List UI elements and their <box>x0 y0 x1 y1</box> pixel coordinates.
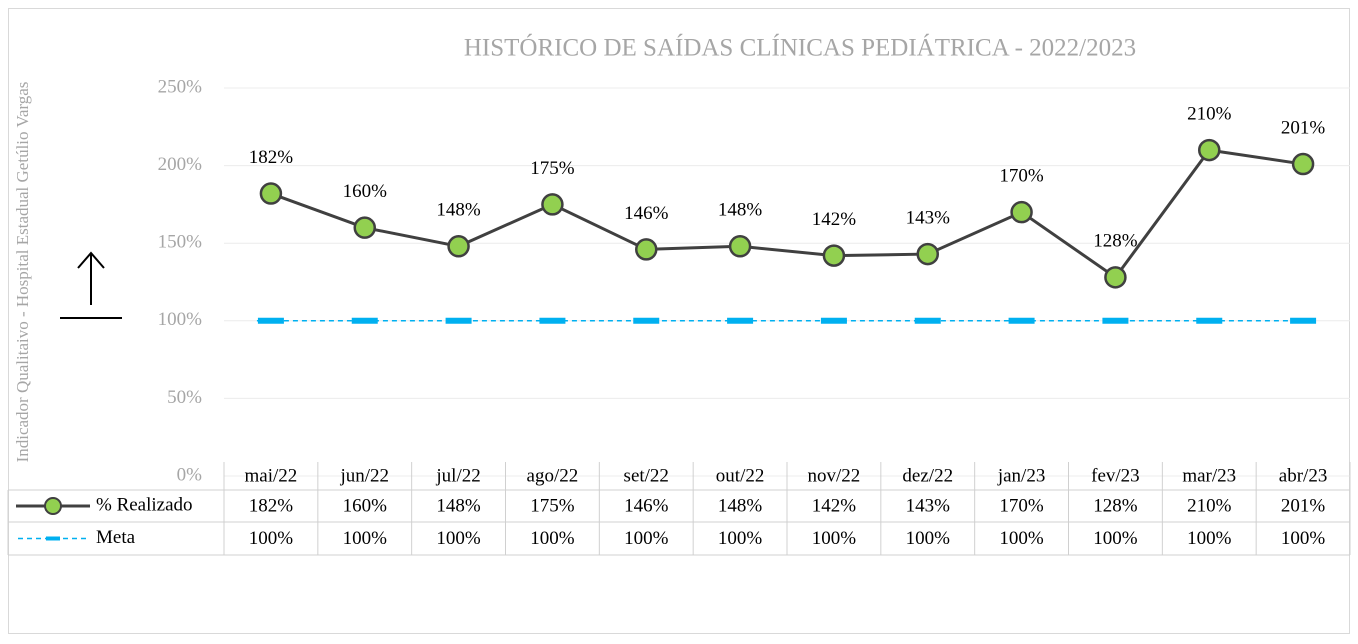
data-label: 170% <box>999 166 1044 187</box>
data-label: 148% <box>436 200 481 221</box>
table-value: 100% <box>1187 528 1232 549</box>
table-value: 146% <box>624 495 669 516</box>
x-tick-label: jun/22 <box>339 465 389 486</box>
data-point <box>353 216 376 239</box>
y-tick-label: 200% <box>158 154 203 175</box>
table-value: 175% <box>530 495 575 516</box>
data-label: 148% <box>718 200 763 221</box>
x-tick-label: set/22 <box>624 465 669 486</box>
table-value: 148% <box>436 495 481 516</box>
x-tick-label: nov/22 <box>808 465 861 486</box>
y-tick-label: 100% <box>158 309 203 330</box>
table-value: 210% <box>1187 495 1232 516</box>
legend-label: % Realizado <box>96 494 193 515</box>
y-tick-label: 50% <box>167 387 202 408</box>
table-value: 148% <box>718 495 763 516</box>
y-axis-label: Indicador Qualitaivo - Hospital Estadual… <box>13 82 32 463</box>
table-value: 100% <box>530 528 575 549</box>
data-point <box>447 235 470 258</box>
data-label: 175% <box>530 158 575 179</box>
x-tick-label: jan/23 <box>997 465 1046 486</box>
legend-marker <box>44 497 62 515</box>
table-value: 201% <box>1281 495 1326 516</box>
y-tick-label: 150% <box>158 232 203 253</box>
data-point <box>259 182 283 205</box>
data-label: 182% <box>249 147 294 168</box>
y-tick-label: 250% <box>158 76 203 97</box>
table-value: 100% <box>1281 528 1326 549</box>
data-point <box>916 242 939 266</box>
table-value: 100% <box>999 528 1044 549</box>
x-tick-label: abr/23 <box>1279 465 1328 486</box>
x-tick-label: mar/23 <box>1182 465 1236 486</box>
arrow-icon <box>60 251 122 319</box>
data-point <box>1010 200 1033 224</box>
data-point <box>822 244 846 267</box>
data-point <box>1104 266 1127 289</box>
x-tick-label: ago/22 <box>527 465 579 486</box>
table-value: 100% <box>436 528 481 549</box>
table-value: 143% <box>906 495 951 516</box>
data-point <box>635 238 658 261</box>
chart-title: HISTÓRICO DE SAÍDAS CLÍNICAS PEDIÁTRICA … <box>464 34 1136 62</box>
data-label: 146% <box>624 203 669 224</box>
table-value: 100% <box>343 528 388 549</box>
table-value: 100% <box>718 528 763 549</box>
x-tick-label: fev/23 <box>1091 465 1140 486</box>
table-value: 100% <box>249 528 294 549</box>
table-value: 182% <box>249 495 294 516</box>
data-point <box>1291 152 1315 176</box>
table-value: 170% <box>999 495 1044 516</box>
x-tick-label: mai/22 <box>245 465 298 486</box>
table-value: 160% <box>343 495 388 516</box>
data-label: 160% <box>343 181 388 202</box>
data-label: 128% <box>1093 231 1138 252</box>
y-tick-label: 0% <box>177 464 203 485</box>
data-label: 142% <box>812 209 857 230</box>
table-value: 100% <box>812 528 857 549</box>
data-point <box>728 235 752 258</box>
x-tick-label: jul/22 <box>435 465 480 486</box>
data-point <box>541 193 564 216</box>
data-label: 210% <box>1187 103 1232 124</box>
legend-label: Meta <box>96 527 136 548</box>
table-value: 128% <box>1093 495 1138 516</box>
data-point <box>1198 138 1221 162</box>
table-value: 142% <box>812 495 857 516</box>
x-tick-label: out/22 <box>716 465 765 486</box>
x-tick-label: dez/22 <box>902 465 953 486</box>
table-value: 100% <box>624 528 669 549</box>
data-label: 201% <box>1281 117 1326 138</box>
table-value: 100% <box>906 528 951 549</box>
series-line <box>270 148 1304 280</box>
table-value: 100% <box>1093 528 1138 549</box>
data-label: 143% <box>906 207 951 228</box>
